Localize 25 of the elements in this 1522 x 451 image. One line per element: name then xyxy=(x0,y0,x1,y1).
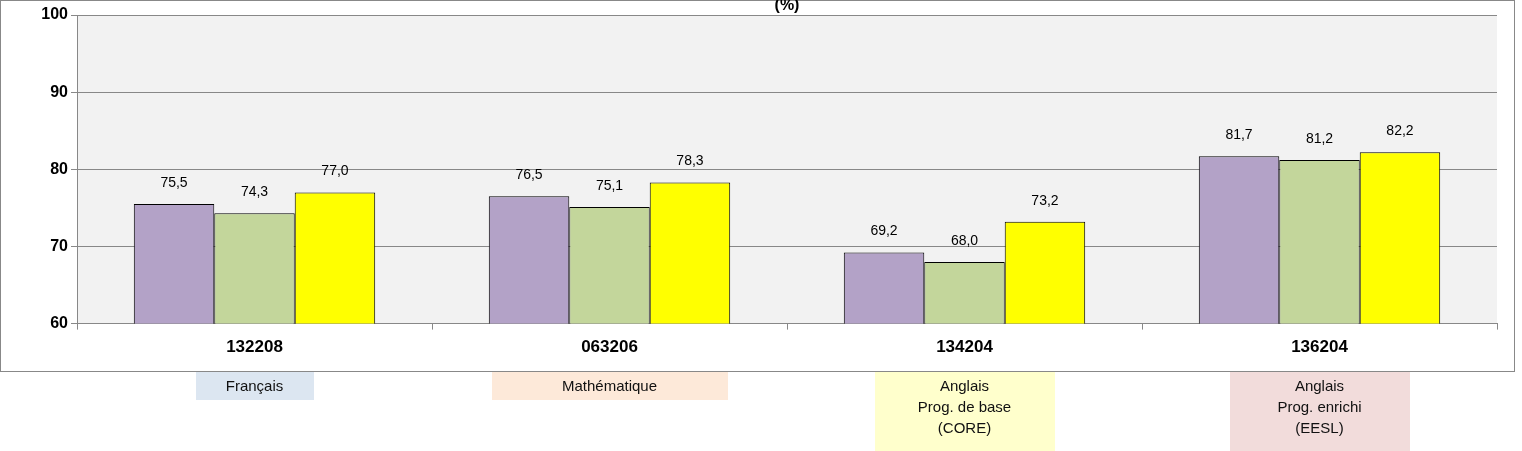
data-label: 81,7 xyxy=(1225,126,1253,143)
data-label: 77,0 xyxy=(321,162,349,179)
x-tick-label: 132208 xyxy=(226,337,283,357)
y-tick-label: 60 xyxy=(50,314,69,332)
data-label: 75,5 xyxy=(160,173,188,190)
data-label: 69,2 xyxy=(870,222,898,239)
data-label: 76,5 xyxy=(515,166,543,183)
data-label: 75,1 xyxy=(595,176,624,193)
text: Français xyxy=(195,372,314,400)
data-label: 74,3 xyxy=(240,183,269,200)
text: Anglais Prog. de base (CORE) xyxy=(874,372,1055,451)
x-tick-label: 063206 xyxy=(581,337,638,357)
data-label: 78,3 xyxy=(676,152,704,169)
data-label: 81,2 xyxy=(1305,129,1334,146)
y-tick-label: 70 xyxy=(50,236,69,254)
x-tick-label: 134204 xyxy=(936,337,994,357)
data-label: 68,0 xyxy=(950,231,979,248)
y-tick-label: 100 xyxy=(41,5,69,23)
x-tick-label: 136204 xyxy=(1291,337,1349,357)
data-label: 73,2 xyxy=(1031,191,1059,208)
text: Anglais Prog. enrichi (EESL) xyxy=(1229,372,1410,451)
data-label: 82,2 xyxy=(1386,122,1414,139)
y-tick-label: 80 xyxy=(50,159,69,177)
text: Mathématique xyxy=(491,372,728,400)
y-tick-label: 90 xyxy=(50,82,69,100)
